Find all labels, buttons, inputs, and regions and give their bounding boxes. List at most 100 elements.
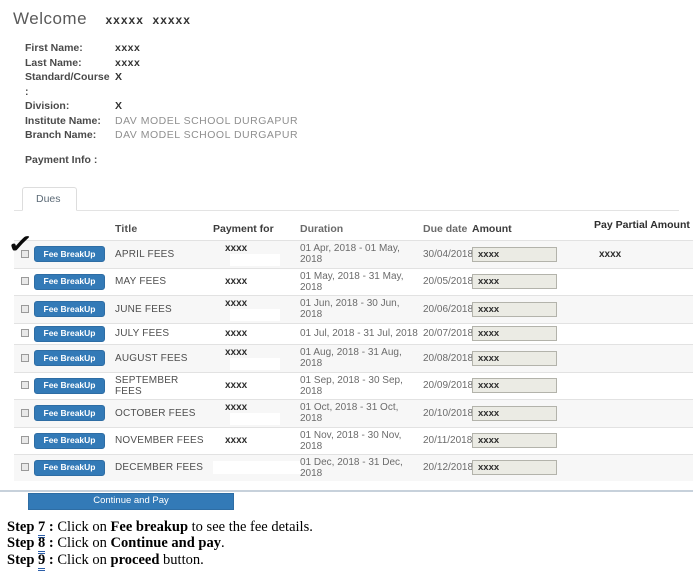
payment-for-value: xxxx [225, 328, 248, 339]
amount-input[interactable] [472, 433, 557, 448]
step-colon: : [45, 535, 58, 551]
table-row-august: Fee BreakUp AUGUST FEES xxxx 01 Aug, 201… [14, 344, 693, 372]
fee-breakup-button[interactable]: Fee BreakUp [34, 246, 105, 262]
welcome-header: Welcome xxxxx xxxxx [0, 0, 693, 29]
step-text: . [220, 535, 225, 551]
row-checkbox[interactable] [21, 436, 29, 445]
due-date-value: 20/11/2018 [423, 435, 473, 446]
amount-input[interactable] [472, 301, 557, 317]
duration-value: 01 Dec, 2018 - 31 Dec, 2018 [300, 456, 403, 479]
field-value: xxxx [115, 56, 141, 69]
fee-title: JUNE FEES [115, 303, 172, 315]
fee-title: APRIL FEES [115, 248, 175, 260]
table-row-may: Fee BreakUp MAY FEES xxxx 01 May, 2018 -… [14, 268, 693, 295]
fee-breakup-button[interactable]: Fee BreakUp [34, 325, 105, 342]
fee-breakup-button[interactable]: Fee BreakUp [34, 377, 105, 394]
amount-input[interactable] [472, 274, 557, 289]
duration-value: 01 Jun, 2018 - 30 Jun, 2018 [300, 298, 400, 320]
row-checkbox[interactable] [21, 277, 29, 286]
payment-info-label: Payment Info : [25, 153, 98, 166]
table-row-october: Fee BreakUp OCTOBER FEES xxxx 01 Oct, 20… [14, 399, 693, 427]
fee-title: MAY FEES [115, 276, 167, 287]
profile-field-standard-course: Standard/Course : X [25, 70, 693, 99]
field-value: X [115, 71, 123, 83]
due-date-value: 20/10/2018 [423, 407, 474, 419]
field-value: DAV MODEL SCHOOL DURGAPUR [115, 114, 299, 127]
row-checkbox[interactable] [21, 304, 29, 313]
amount-input[interactable] [472, 326, 557, 341]
duration-value: 01 Jul, 2018 - 31 Jul, 2018 [300, 328, 418, 339]
due-date-value: 30/04/2018 [423, 248, 474, 260]
breakup-column-header [32, 219, 110, 241]
redaction-block [230, 253, 280, 266]
step-bold-text: Fee breakup [110, 518, 189, 535]
payment-for-column-header: Payment for [213, 222, 274, 235]
redaction-block [230, 412, 280, 425]
payment-for-value: xxxx [225, 435, 248, 446]
row-checkbox[interactable] [21, 249, 29, 258]
profile-field-institute-name: Institute Name: DAV MODEL SCHOOL DURGAPU… [25, 114, 693, 129]
table-row-december: Fee BreakUp DECEMBER FEES 01 Dec, 2018 -… [14, 454, 693, 481]
row-checkbox[interactable] [21, 463, 29, 472]
payment-for-value: xxxx [225, 401, 248, 413]
select-column-header [14, 219, 32, 241]
table-row-april: ✓ Fee BreakUp APRIL FEES xxxx 01 Apr, 20… [6, 228, 693, 268]
amount-input[interactable] [472, 460, 557, 475]
step-text: to see the fee details. [188, 518, 313, 535]
fee-title: JULY FEES [115, 328, 170, 339]
due-date-value: 20/12/2018 [423, 462, 474, 473]
profile-field-branch-name: Branch Name: DAV MODEL SCHOOL DURGAPUR [25, 128, 693, 143]
table-row-june: Fee BreakUp JUNE FEES xxxx 01 Jun, 2018 … [14, 295, 693, 323]
amount-input[interactable] [472, 378, 557, 393]
payment-for-value: xxxx [225, 276, 248, 287]
due-date-column-header: Due date [423, 222, 468, 235]
fee-breakup-button[interactable]: Fee BreakUp [34, 350, 105, 366]
due-date-value: 20/05/2018 [423, 276, 474, 287]
duration-value: 01 Nov, 2018 - 30 Nov, 2018 [300, 429, 402, 452]
pay-partial-value [566, 454, 693, 481]
redaction-block [230, 308, 280, 321]
duration-value: 01 Oct, 2018 - 31 Oct, 2018 [300, 402, 399, 424]
payment-for-value: xxxx [225, 242, 248, 254]
amount-input[interactable] [472, 405, 557, 421]
fee-title: DECEMBER FEES [115, 462, 204, 473]
duration-column-header: Duration [300, 222, 344, 235]
row-checkbox[interactable] [21, 381, 29, 390]
fee-title: SEPTEMBER FEES [115, 374, 179, 397]
page-title: Welcome [13, 9, 88, 28]
step-text: Click on [57, 535, 111, 551]
field-label: Standard/Course : [25, 71, 110, 98]
fee-breakup-button[interactable]: Fee BreakUp [34, 459, 105, 476]
pay-partial-value [566, 295, 693, 323]
pay-partial-column-header: Pay Partial Amount [566, 219, 693, 241]
row-checkbox[interactable] [21, 353, 29, 362]
duration-value: 01 Sep, 2018 - 30 Sep, 2018 [300, 374, 403, 397]
redaction-block [213, 461, 301, 474]
profile-field-first-name: First Name: xxxx [25, 41, 693, 56]
duration-value: 01 May, 2018 - 31 May, 2018 [300, 270, 404, 293]
pay-partial-value [566, 323, 693, 344]
field-value: DAV MODEL SCHOOL DURGAPUR [115, 129, 299, 141]
step-9-line: Step 9 : Click on proceed button. [7, 551, 693, 571]
row-checkbox[interactable] [21, 329, 29, 338]
field-label: Division: [25, 100, 70, 112]
step-label: Step [7, 551, 39, 568]
amount-input[interactable] [472, 350, 557, 366]
pay-partial-header-text: Pay Partial Amount [594, 218, 690, 231]
fee-breakup-button[interactable]: Fee BreakUp [34, 405, 105, 421]
fee-breakup-button[interactable]: Fee BreakUp [34, 301, 105, 317]
fee-breakup-button[interactable]: Fee BreakUp [34, 432, 105, 449]
fee-breakup-button[interactable]: Fee BreakUp [34, 273, 105, 290]
fee-title: AUGUST FEES [115, 352, 188, 364]
tab-bar: Dues [14, 186, 679, 211]
amount-input[interactable] [472, 246, 557, 262]
row-checkbox[interactable] [21, 408, 29, 417]
continue-and-pay-button[interactable]: Continue and Pay [28, 492, 234, 510]
window-bottom-edge [0, 490, 693, 492]
step-text: button. [159, 551, 204, 568]
tab-dues[interactable]: Dues [22, 186, 77, 211]
fee-title: OCTOBER FEES [115, 407, 196, 419]
duration-value: 01 Apr, 2018 - 01 May, 2018 [300, 243, 400, 265]
table-header-row: Title Payment for Duration Due date Amou… [14, 219, 693, 241]
field-label: Branch Name: [25, 129, 97, 141]
